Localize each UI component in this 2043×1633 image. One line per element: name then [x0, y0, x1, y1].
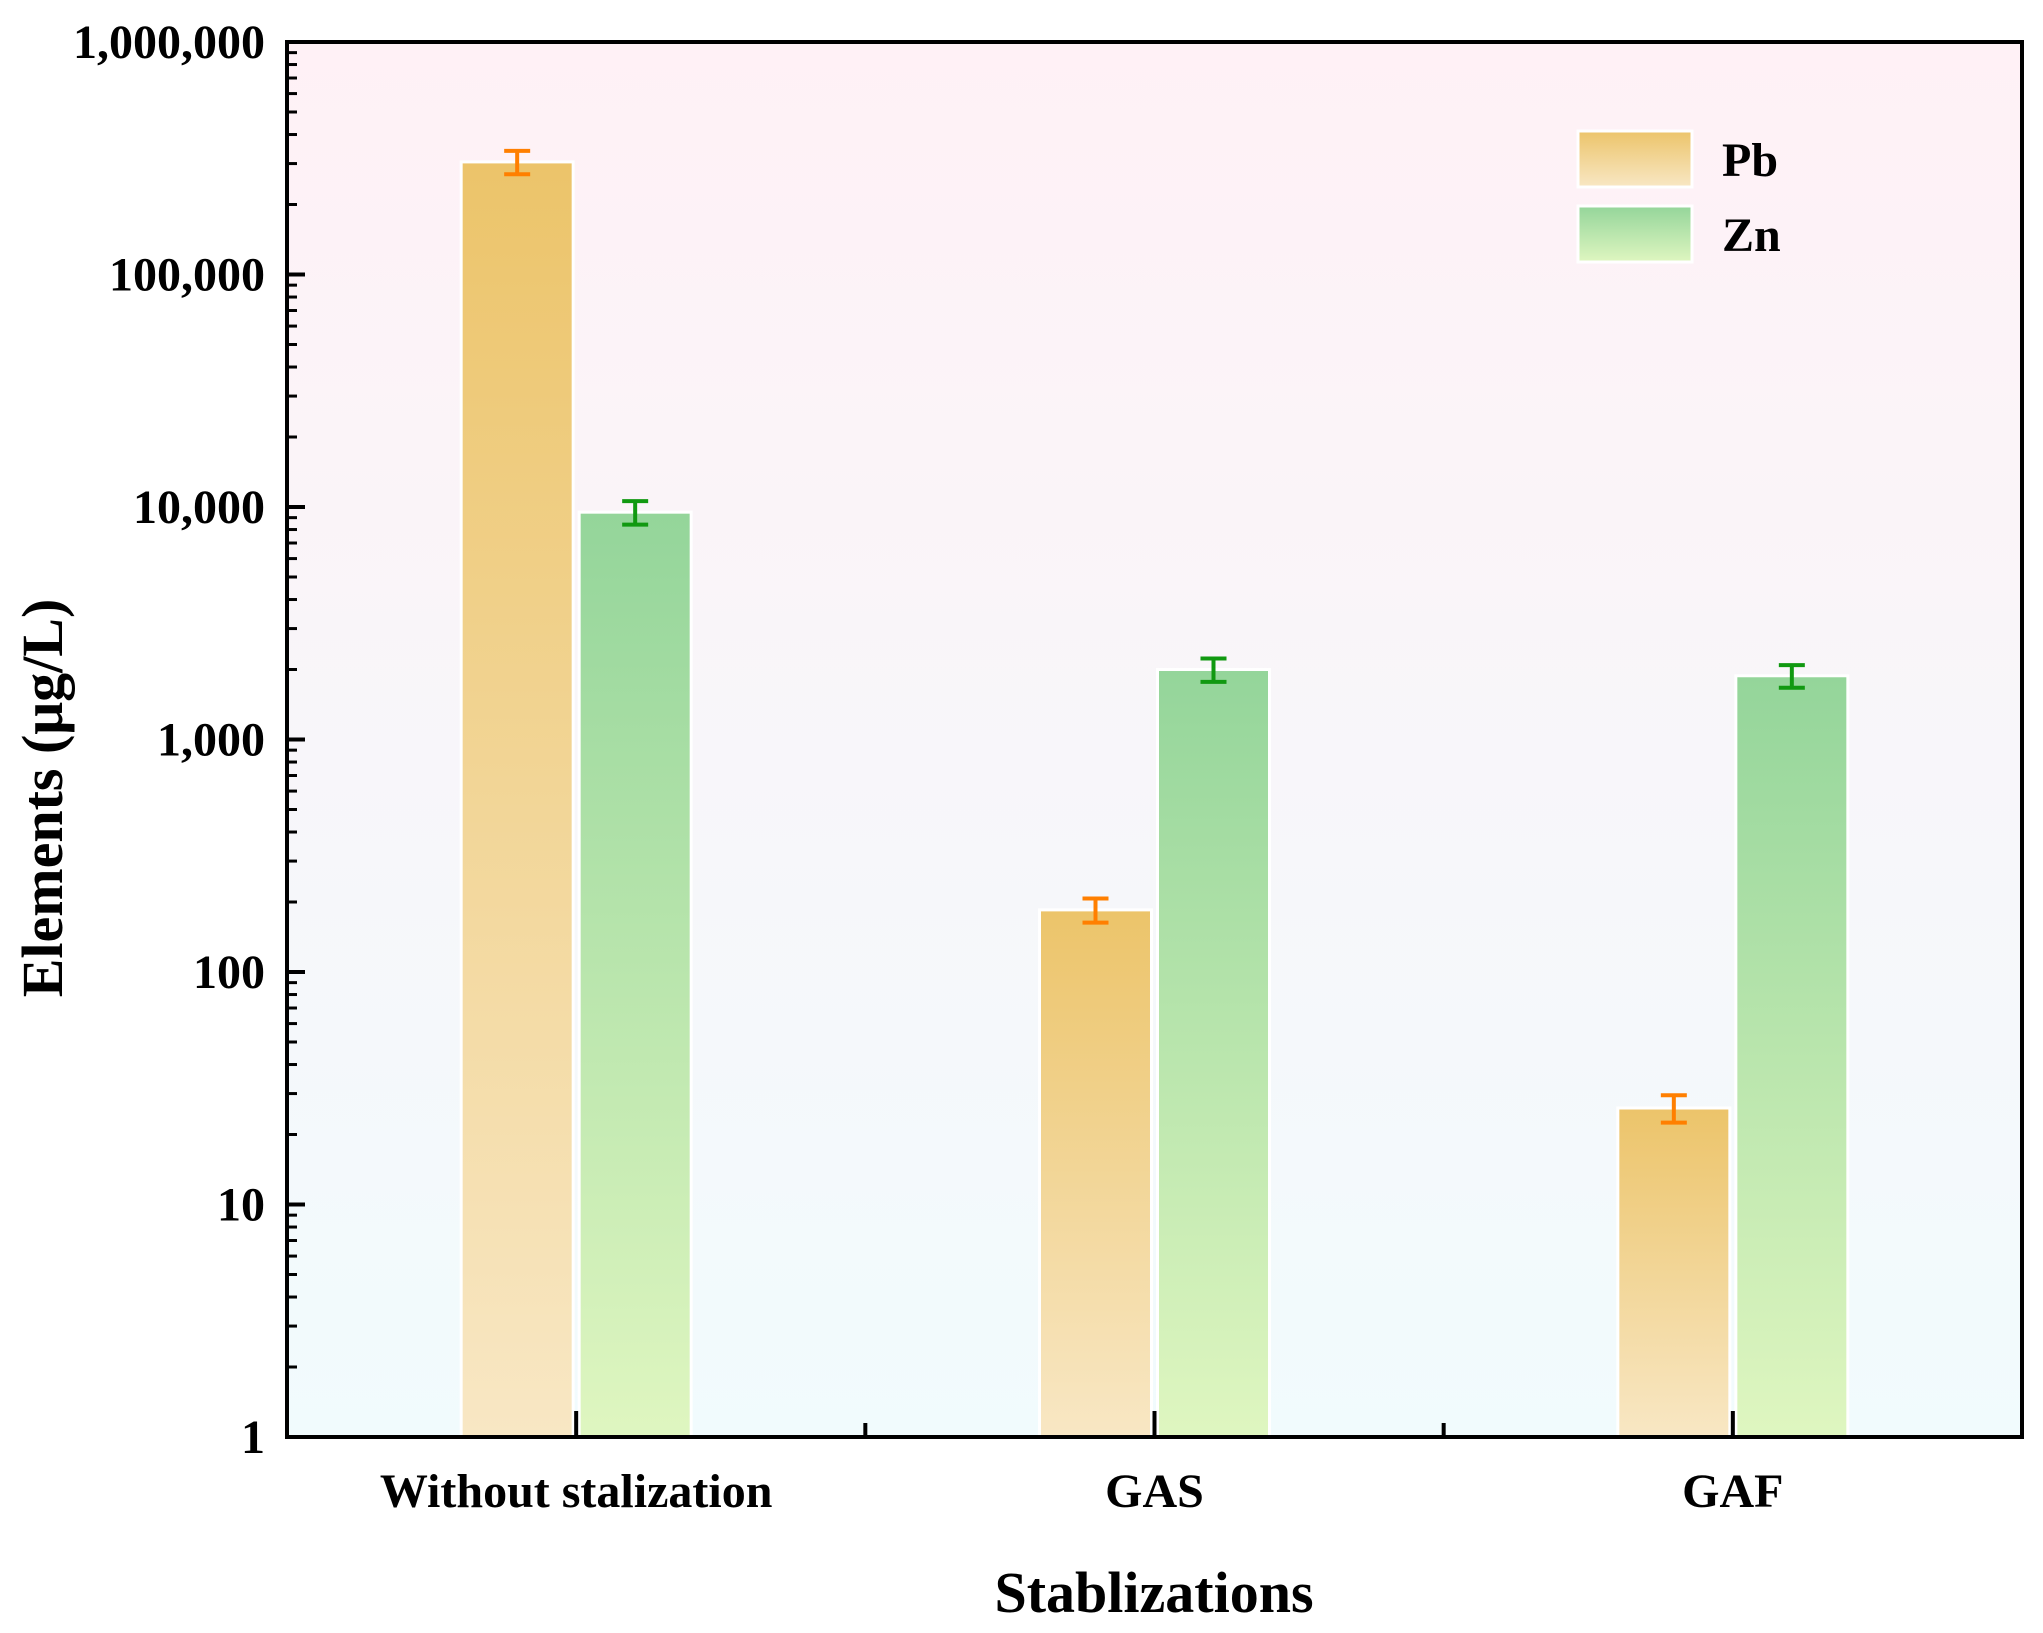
- x-tick-label: GAS: [1105, 1465, 1204, 1518]
- y-tick-label: 100: [193, 946, 265, 999]
- y-tick-label: 10: [217, 1179, 265, 1232]
- plot-background: [287, 42, 2022, 1437]
- error-bar-pb: [1082, 896, 1109, 925]
- error-bar-zn: [1200, 656, 1227, 684]
- y-tick-label: 1: [241, 1411, 265, 1464]
- error-bar-pb: [1660, 1093, 1687, 1125]
- bar-pb: [1038, 908, 1153, 1439]
- y-tick-label: 100,000: [109, 249, 265, 302]
- y-axis-title: Elements (μg/L): [10, 599, 75, 998]
- x-tick-label: GAF: [1682, 1465, 1783, 1518]
- bars: [459, 160, 1850, 1439]
- x-tick-label: Without stalization: [380, 1465, 772, 1518]
- error-bar-zn: [622, 499, 649, 527]
- bar-zn: [1156, 668, 1271, 1439]
- x-axis-title: Stablizations: [994, 1560, 1313, 1625]
- legend: Pb Zn: [1576, 129, 1781, 264]
- legend-label-pb: Pb: [1722, 134, 1778, 187]
- legend-swatch-zn: [1576, 204, 1694, 264]
- y-axis: 1 10 100 1,000 10,000 100,000 1,000,000: [73, 16, 305, 1464]
- y-tick-label: 1,000: [157, 714, 265, 767]
- error-bars: [504, 148, 1805, 1125]
- error-bar-zn: [1778, 663, 1805, 690]
- y-tick-label: 1,000,000: [73, 16, 265, 69]
- bar-pb: [459, 160, 575, 1439]
- y-tick-label: 10,000: [133, 481, 265, 534]
- bar-zn: [1734, 674, 1850, 1439]
- x-axis: Without stalization GAS GAF: [380, 1411, 1783, 1518]
- bar-zn: [577, 510, 693, 1439]
- bar-pb: [1616, 1106, 1732, 1439]
- legend-label-zn: Zn: [1722, 209, 1781, 262]
- error-bar-pb: [504, 148, 531, 177]
- legend-swatch-pb: [1576, 129, 1694, 189]
